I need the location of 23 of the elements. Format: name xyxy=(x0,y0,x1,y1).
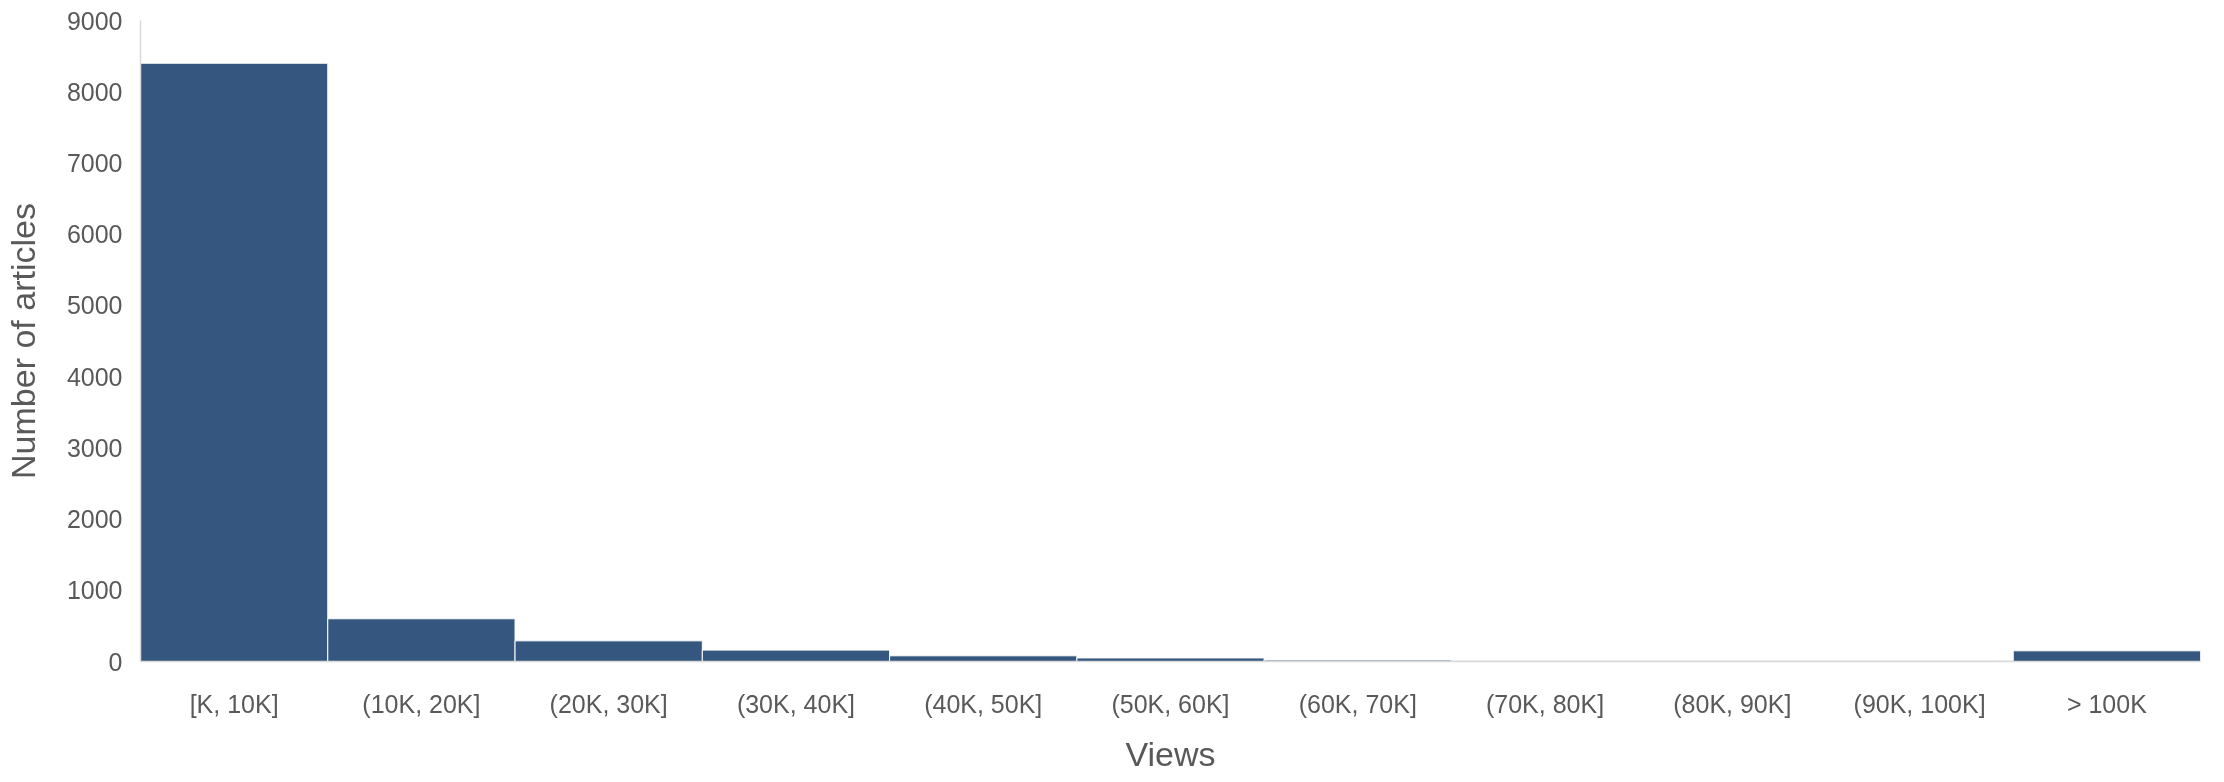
y-tick-label: 3000 xyxy=(66,433,123,462)
x-tick-label: (80K, 90K] xyxy=(1673,689,1792,718)
x-tick-label: [K, 10K] xyxy=(189,689,279,718)
y-tick-label: 4000 xyxy=(66,362,123,391)
x-axis-title: Views xyxy=(1125,734,1216,773)
x-tick-label: (50K, 60K] xyxy=(1111,689,1230,718)
x-tick-label: (10K, 20K] xyxy=(362,689,481,718)
y-tick-label: 2000 xyxy=(66,505,123,534)
x-tick-label: (40K, 50K] xyxy=(924,689,1043,718)
x-tick-label: (90K, 100K] xyxy=(1853,689,1986,718)
y-tick-label: 1000 xyxy=(66,576,123,605)
y-tick-label: 9000 xyxy=(66,6,123,35)
y-tick-label: 0 xyxy=(108,647,123,676)
y-axis-title: Number of articles xyxy=(3,203,42,479)
y-tick-label: 6000 xyxy=(66,220,123,249)
x-tick-label: (30K, 40K] xyxy=(736,689,856,718)
x-tick-label: (20K, 30K] xyxy=(549,689,668,718)
x-tick-label: > 100K xyxy=(2066,689,2148,718)
y-tick-label: 5000 xyxy=(66,291,123,320)
y-tick-label: 8000 xyxy=(66,77,123,106)
x-tick-label: (60K, 70K] xyxy=(1298,689,1417,718)
y-tick-label: 7000 xyxy=(66,148,123,177)
x-tick-label: (70K, 80K] xyxy=(1485,689,1605,718)
